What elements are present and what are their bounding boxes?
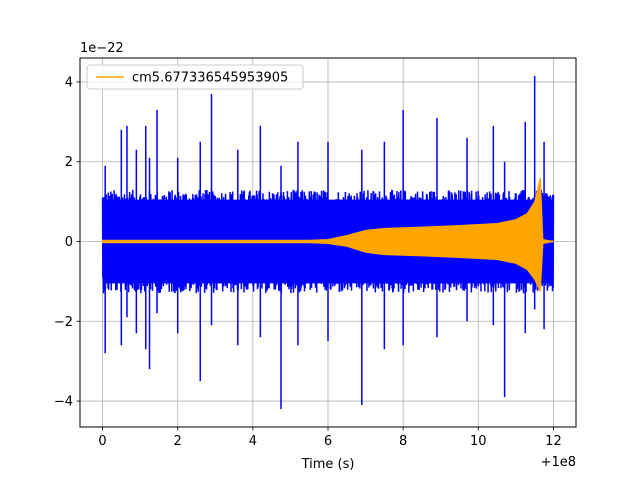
y-tick-label: 4 — [65, 75, 73, 90]
x-tick-label: 0 — [98, 434, 106, 449]
x-tick-label: 12 — [545, 434, 562, 449]
y-tick-label: 0 — [65, 235, 73, 250]
legend-label-template: cm5.677336545953905 — [132, 71, 288, 86]
x-tick-label: 10 — [470, 434, 487, 449]
x-axis-ticks: 0 2 4 6 8 10 12 — [98, 427, 562, 449]
series-template — [102, 177, 554, 292]
y-axis-ticks: −4 −2 0 2 4 — [54, 75, 80, 410]
plot-area — [79, 57, 577, 428]
y-axis-scale: 1e−22 — [80, 41, 124, 56]
x-axis-label: Time (s) — [301, 457, 355, 472]
y-tick-label: −2 — [54, 315, 73, 330]
x-tick-label: 8 — [399, 434, 407, 449]
y-tick-label: −4 — [54, 395, 73, 410]
x-tick-label: 4 — [249, 434, 257, 449]
y-tick-label: 2 — [65, 155, 73, 170]
x-tick-label: 6 — [324, 434, 332, 449]
x-axis-offset: +1e8 — [541, 455, 576, 470]
legend: cm5.677336545953905 — [86, 64, 304, 90]
x-tick-label: 2 — [174, 434, 182, 449]
legend-box — [86, 64, 304, 90]
